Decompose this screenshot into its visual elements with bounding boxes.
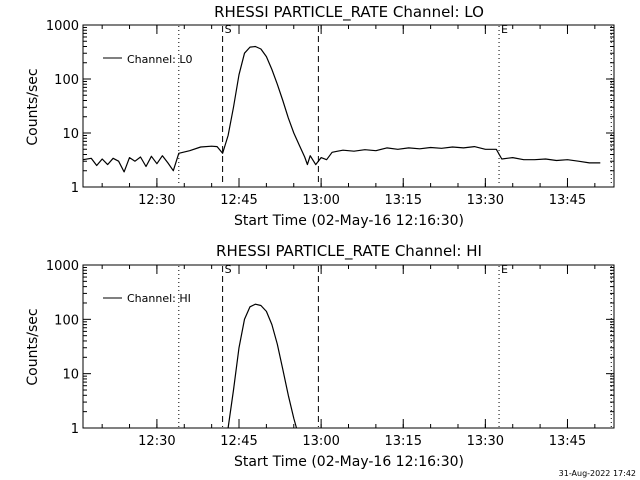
y-tick-label: 1 [71, 422, 79, 437]
marker-label: S [225, 23, 232, 36]
x-tick-label: 13:30 [467, 193, 504, 208]
chart-title: RHESSI PARTICLE_RATE Channel: LO [214, 3, 484, 22]
y-axis-title: Counts/sec [25, 308, 41, 385]
y-tick-label: 1000 [46, 259, 79, 274]
y-tick-label: 100 [54, 313, 79, 328]
x-tick-label: 13:00 [302, 434, 339, 449]
series-line [82, 45, 601, 173]
series-line [227, 303, 298, 429]
x-tick-label: 12:30 [138, 193, 175, 208]
marker-label: S [225, 263, 232, 276]
legend-label: Channel: L0 [127, 53, 193, 66]
y-tick-label: 1000 [46, 19, 79, 34]
x-tick-label: 13:15 [385, 193, 422, 208]
chart-title: RHESSI PARTICLE_RATE Channel: HI [216, 242, 482, 261]
marker-label: E [501, 23, 508, 36]
x-axis-title: Start Time (02-May-16 12:16:30) [234, 454, 464, 470]
x-tick-label: 13:45 [549, 193, 586, 208]
x-tick-label: 13:30 [467, 434, 504, 449]
marker-label: E [501, 263, 508, 276]
x-tick-label: 12:30 [138, 434, 175, 449]
y-tick-label: 100 [54, 73, 79, 88]
x-axis-title: Start Time (02-May-16 12:16:30) [234, 213, 464, 229]
x-tick-label: 12:45 [220, 193, 257, 208]
x-tick-label: 13:15 [385, 434, 422, 449]
y-tick-label: 10 [62, 127, 79, 142]
y-tick-label: 10 [62, 368, 79, 383]
x-tick-label: 12:45 [220, 434, 257, 449]
x-tick-label: 13:00 [302, 193, 339, 208]
x-tick-label: 13:45 [549, 434, 586, 449]
y-tick-label: 1 [71, 181, 79, 196]
panel-lo: RHESSI PARTICLE_RATE Channel: LO Start T… [25, 3, 615, 229]
footer-timestamp: 31-Aug-2022 17:42 [559, 469, 636, 478]
legend-label: Channel: HI [127, 292, 191, 305]
panel-hi: RHESSI PARTICLE_RATE Channel: HI Start T… [25, 242, 615, 470]
y-axis-title: Counts/sec [25, 68, 41, 145]
